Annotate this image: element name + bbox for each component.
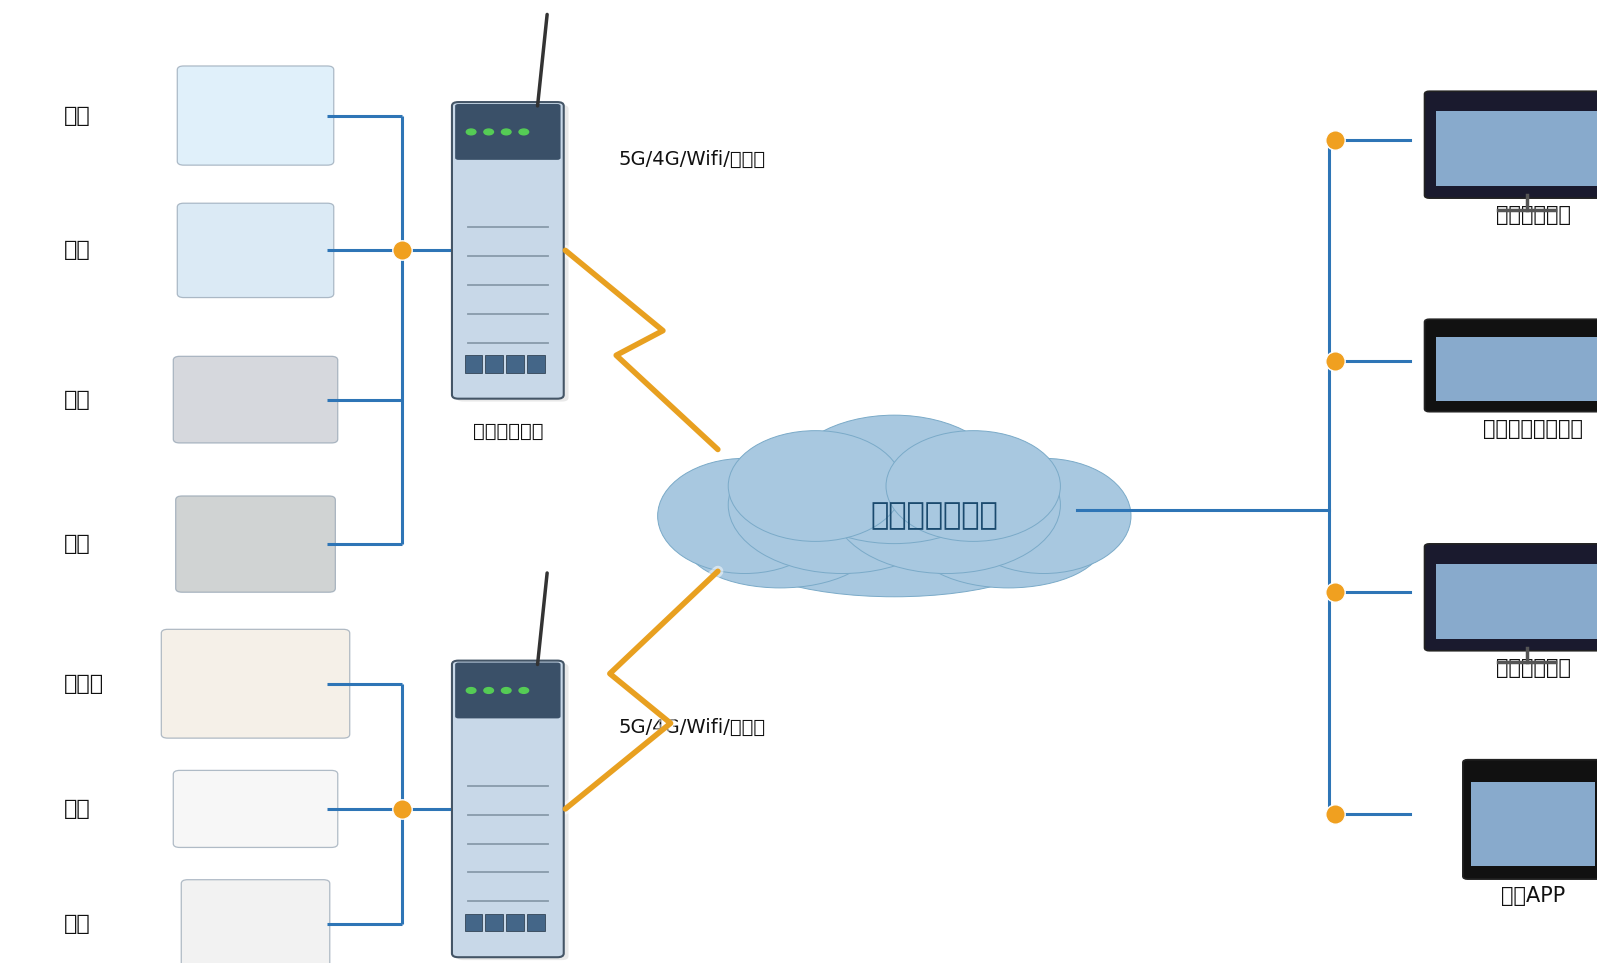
Ellipse shape [728, 430, 902, 541]
Ellipse shape [913, 495, 1104, 587]
FancyBboxPatch shape [1425, 544, 1597, 651]
FancyBboxPatch shape [506, 914, 524, 931]
FancyBboxPatch shape [465, 914, 482, 931]
FancyBboxPatch shape [457, 105, 569, 402]
Text: 空调: 空调 [64, 799, 91, 819]
FancyBboxPatch shape [485, 914, 503, 931]
Text: 水表: 水表 [64, 106, 91, 125]
Text: 热表: 热表 [64, 241, 91, 260]
Text: 气表: 气表 [64, 534, 91, 554]
Text: 开关: 开关 [64, 915, 91, 934]
FancyBboxPatch shape [465, 355, 482, 373]
Ellipse shape [658, 458, 832, 574]
Text: 业务应用系统: 业务应用系统 [1496, 658, 1570, 678]
Text: 5G/4G/Wifi/以太网: 5G/4G/Wifi/以太网 [618, 717, 767, 737]
Text: 设备远程维护快线: 设备远程维护快线 [1484, 419, 1583, 439]
Text: 电表: 电表 [64, 390, 91, 409]
FancyBboxPatch shape [172, 356, 337, 443]
Text: 手机APP: 手机APP [1501, 886, 1565, 906]
Circle shape [466, 688, 476, 693]
FancyBboxPatch shape [1425, 319, 1597, 411]
Ellipse shape [728, 436, 957, 574]
FancyBboxPatch shape [452, 661, 564, 957]
FancyBboxPatch shape [172, 770, 337, 847]
FancyBboxPatch shape [485, 355, 503, 373]
FancyBboxPatch shape [455, 104, 561, 160]
Ellipse shape [957, 458, 1131, 574]
FancyBboxPatch shape [527, 355, 545, 373]
FancyBboxPatch shape [1463, 760, 1597, 879]
Circle shape [501, 129, 511, 135]
Ellipse shape [728, 490, 1060, 597]
Ellipse shape [685, 495, 875, 587]
FancyBboxPatch shape [506, 355, 524, 373]
FancyBboxPatch shape [452, 102, 564, 399]
Ellipse shape [832, 436, 1060, 574]
FancyBboxPatch shape [180, 880, 329, 963]
Circle shape [484, 688, 493, 693]
Text: 充电桩: 充电桩 [64, 674, 104, 693]
FancyBboxPatch shape [457, 664, 569, 960]
FancyBboxPatch shape [1436, 337, 1597, 401]
Text: 工业智能网关: 工业智能网关 [473, 422, 543, 441]
Ellipse shape [786, 415, 1003, 543]
Circle shape [501, 688, 511, 693]
Text: 能源管理系统: 能源管理系统 [1496, 205, 1570, 225]
Text: 5G/4G/Wifi/以太网: 5G/4G/Wifi/以太网 [618, 149, 767, 169]
FancyBboxPatch shape [455, 663, 561, 718]
Ellipse shape [886, 430, 1060, 541]
FancyBboxPatch shape [1436, 564, 1597, 638]
FancyBboxPatch shape [177, 203, 334, 298]
Circle shape [466, 129, 476, 135]
FancyBboxPatch shape [176, 496, 335, 592]
Circle shape [519, 129, 529, 135]
FancyBboxPatch shape [1436, 112, 1597, 186]
Circle shape [484, 129, 493, 135]
FancyBboxPatch shape [1425, 91, 1597, 198]
FancyBboxPatch shape [527, 914, 545, 931]
FancyBboxPatch shape [161, 630, 350, 738]
Text: 能源监控云平台: 能源监控云平台 [870, 501, 998, 530]
Circle shape [519, 688, 529, 693]
FancyBboxPatch shape [177, 65, 334, 165]
FancyBboxPatch shape [1471, 782, 1595, 866]
